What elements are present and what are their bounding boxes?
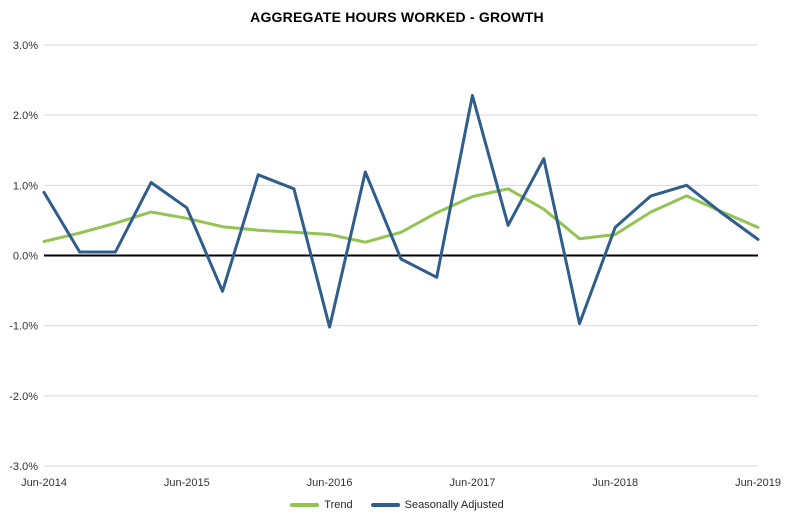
chart-legend: Trend Seasonally Adjusted: [0, 499, 794, 511]
y-axis-tick-label: 2.0%: [13, 110, 38, 122]
legend-item-seasonally-adjusted: Seasonally Adjusted: [370, 499, 504, 511]
y-axis-tick-label: 0.0%: [13, 251, 38, 263]
legend-label-trend: Trend: [324, 499, 353, 511]
legend-swatch-trend: [290, 503, 320, 507]
y-axis-tick-label: -2.0%: [9, 391, 38, 403]
y-axis-tick-label: 1.0%: [13, 180, 38, 192]
x-axis-tick-label: Jun-2017: [449, 477, 495, 489]
x-axis-tick-label: Jun-2019: [735, 477, 781, 489]
seasonally-adjusted-series-line: [42, 94, 760, 329]
legend-item-trend: Trend: [290, 499, 353, 511]
x-axis-tick-label: Jun-2016: [307, 477, 353, 489]
x-axis-tick-label: Jun-2015: [164, 477, 210, 489]
legend-label-seasonally-adjusted: Seasonally Adjusted: [404, 499, 504, 511]
y-axis-tick-label: 3.0%: [13, 40, 38, 52]
x-axis-tick-label: Jun-2014: [21, 477, 67, 489]
legend-swatch-seasonally-adjusted: [370, 503, 400, 507]
x-axis-tick-label: Jun-2018: [592, 477, 638, 489]
chart-title: AGGREGATE HOURS WORKED - GROWTH: [250, 9, 544, 25]
trend-series-line: [42, 187, 760, 244]
y-axis-tick-label: -1.0%: [9, 321, 38, 333]
y-axis-tick-label: -3.0%: [9, 461, 38, 473]
